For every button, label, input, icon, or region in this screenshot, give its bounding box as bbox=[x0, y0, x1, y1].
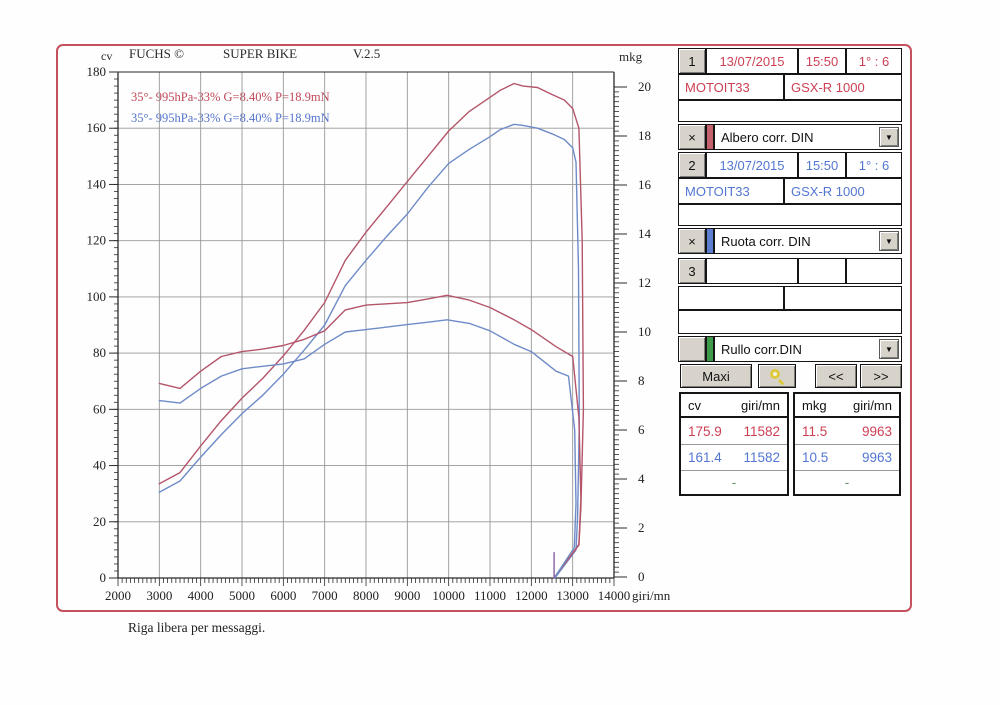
run1-channel-dropdown[interactable]: Albero corr. DIN ▼ bbox=[714, 124, 902, 150]
torque-value: 11.5 bbox=[802, 423, 828, 439]
run1-channel-label: Albero corr. DIN bbox=[721, 129, 814, 145]
run1-close-button[interactable]: × bbox=[678, 124, 706, 150]
torque-row-run3: - bbox=[795, 470, 899, 494]
run1-index-button[interactable]: 1 bbox=[678, 48, 706, 74]
torque-row-run1: 11.5 9963 bbox=[795, 418, 899, 444]
maxi-button[interactable]: Maxi bbox=[680, 364, 752, 388]
col-rpm: giri/mn bbox=[852, 397, 892, 413]
right-axis-unit: mkg bbox=[619, 49, 643, 64]
control-panel: 1 13/07/2015 15:50 1° : 6 MOTOIT33 GSX-R… bbox=[678, 46, 902, 506]
col-rpm: giri/mn bbox=[740, 397, 780, 413]
chart-title: SUPER BIKE bbox=[223, 46, 298, 61]
run3-channel-label: Rullo corr.DIN bbox=[721, 341, 802, 357]
chevron-down-icon[interactable]: ▼ bbox=[879, 231, 899, 251]
run1-time-field: 15:50 bbox=[798, 48, 846, 74]
run2-note-field bbox=[678, 204, 902, 226]
power-table-header: cv giri/mn bbox=[681, 394, 787, 418]
run2-bike-field: GSX-R 1000 bbox=[784, 178, 902, 204]
torque-value: 10.5 bbox=[802, 450, 829, 465]
power-value: 161.4 bbox=[688, 450, 722, 465]
run1-gear-ratio-field: 1° : 6 bbox=[846, 48, 902, 74]
run3-bike-field bbox=[784, 286, 902, 310]
power-empty: - bbox=[731, 475, 737, 490]
run1-color-swatch bbox=[706, 124, 714, 150]
torque-empty: - bbox=[844, 475, 850, 490]
run1-bike-field: GSX-R 1000 bbox=[784, 74, 902, 100]
legend-run1: 35°- 995hPa-33% G=8.40% P=18.9mN bbox=[131, 90, 330, 104]
torque-rpm: 9963 bbox=[861, 423, 892, 439]
run2-close-button[interactable]: × bbox=[678, 228, 706, 254]
run2-pilot-field: MOTOIT33 bbox=[678, 178, 784, 204]
torque-rpm: 9963 bbox=[861, 450, 892, 465]
chevron-down-icon[interactable]: ▼ bbox=[879, 339, 899, 359]
run2-time-field: 15:50 bbox=[798, 152, 846, 178]
chevron-down-icon[interactable]: ▼ bbox=[879, 127, 899, 147]
next-button[interactable]: >> bbox=[860, 364, 902, 388]
results-table-power: cv giri/mn 175.9 11582 161.4 11582 - bbox=[679, 392, 789, 496]
run2-channel-dropdown[interactable]: Ruota corr. DIN ▼ bbox=[714, 228, 902, 254]
run3-index-button[interactable]: 3 bbox=[678, 258, 706, 284]
run3-channel-dropdown[interactable]: Rullo corr.DIN ▼ bbox=[714, 336, 902, 362]
torque-row-run2: 10.5 9963 bbox=[795, 444, 899, 470]
power-row-run1: 175.9 11582 bbox=[681, 418, 787, 444]
power-rpm: 11582 bbox=[743, 450, 780, 465]
legend-run2: 35°- 995hPa-33% G=8.40% P=18.9mN bbox=[131, 111, 330, 125]
run2-channel-label: Ruota corr. DIN bbox=[721, 233, 811, 249]
results-table-torque: mkg giri/mn 11.5 9963 10.5 9963 - bbox=[793, 392, 901, 496]
run2-date-field: 13/07/2015 bbox=[706, 152, 798, 178]
col-cv: cv bbox=[688, 397, 701, 413]
col-mkg: mkg bbox=[802, 397, 827, 413]
power-value: 175.9 bbox=[688, 423, 722, 439]
torque-table-header: mkg giri/mn bbox=[795, 394, 899, 418]
power-row-run2: 161.4 11582 bbox=[681, 444, 787, 470]
run3-gear-ratio-field bbox=[846, 258, 902, 284]
run2-index-button[interactable]: 2 bbox=[678, 152, 706, 178]
run3-date-field bbox=[706, 258, 798, 284]
zoom-button[interactable] bbox=[758, 364, 796, 388]
magnifier-icon bbox=[769, 368, 785, 385]
run2-color-swatch bbox=[706, 228, 714, 254]
brand-label: FUCHS © bbox=[129, 46, 185, 61]
power-row-run3: - bbox=[681, 470, 787, 494]
message-line: Riga libera per messaggi. bbox=[128, 620, 266, 635]
run3-pilot-field bbox=[678, 286, 784, 310]
run3-time-field bbox=[798, 258, 846, 284]
run3-note-field bbox=[678, 310, 902, 334]
run1-note-field bbox=[678, 100, 902, 122]
power-rpm: 11582 bbox=[743, 423, 780, 439]
prev-button[interactable]: << bbox=[815, 364, 857, 388]
run2-gear-ratio-field: 1° : 6 bbox=[846, 152, 902, 178]
run3-close-button[interactable] bbox=[678, 336, 706, 362]
report-frame bbox=[56, 44, 912, 612]
run1-date-field: 13/07/2015 bbox=[706, 48, 798, 74]
version-label: V.2.5 bbox=[353, 46, 381, 61]
run3-color-swatch bbox=[706, 336, 714, 362]
left-axis-unit: cv bbox=[101, 49, 113, 63]
run1-pilot-field: MOTOIT33 bbox=[678, 74, 784, 100]
